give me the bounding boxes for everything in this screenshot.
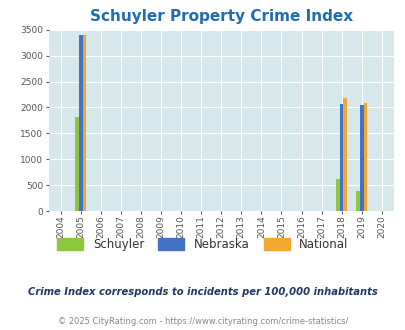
Title: Schuyler Property Crime Index: Schuyler Property Crime Index (90, 9, 352, 24)
Bar (75, 117, 79, 211)
Legend: Schuyler, Nebraska, National: Schuyler, Nebraska, National (58, 238, 347, 251)
Text: Crime Index corresponds to incidents per 100,000 inhabitants: Crime Index corresponds to incidents per… (28, 287, 377, 297)
Bar (335, 179, 339, 211)
Bar (362, 103, 366, 211)
Bar (339, 104, 343, 211)
Bar (83, 35, 86, 211)
Bar (343, 98, 346, 211)
Bar (79, 35, 83, 211)
Bar (356, 191, 359, 211)
Bar (359, 105, 362, 211)
Text: © 2025 CityRating.com - https://www.cityrating.com/crime-statistics/: © 2025 CityRating.com - https://www.city… (58, 317, 347, 326)
